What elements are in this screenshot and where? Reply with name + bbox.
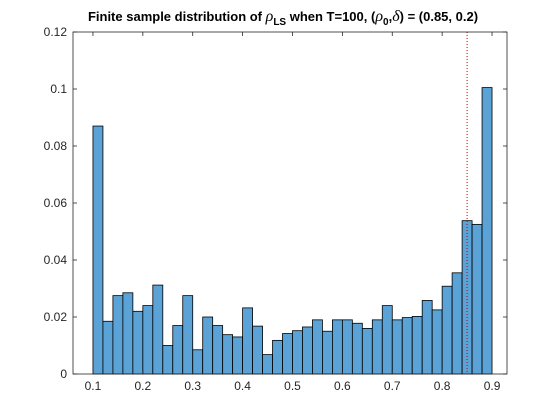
histogram-bar [152,284,164,375]
y-tick-label: 0.08 [44,139,68,153]
histogram-bars [92,87,493,375]
histogram-bar [451,272,463,375]
histogram-bar [471,223,483,375]
histogram-bar [351,322,363,375]
histogram-bar [431,309,443,375]
x-tick-label: 0.9 [484,379,501,393]
histogram-bar [242,307,253,375]
histogram-bar [272,339,283,375]
x-tick-label: 0.3 [184,379,201,393]
histogram-bar [162,345,174,375]
y-tick-label: 0 [60,367,67,381]
histogram-bar [441,285,453,375]
y-tick-label: 0.06 [44,196,68,210]
x-tick-label: 0.7 [384,379,401,393]
title-estimator-symbol: ρ [265,8,274,25]
title-param2-symbol: δ [392,8,400,25]
histogram-bar [461,220,473,375]
histogram-bar [302,326,313,375]
histogram-bar [371,319,383,375]
histogram-bar [421,300,433,375]
histogram-bar [411,316,423,375]
histogram-bar [361,327,373,375]
y-tick-label: 0.1 [50,82,67,96]
x-tick-label: 0.8 [434,379,451,393]
histogram-bar [282,333,293,375]
histogram-bar [262,354,273,375]
title-param1-subscript: 0 [383,17,389,28]
histogram-bar [232,336,244,375]
histogram-bar [481,87,493,375]
histogram-bar [292,330,303,375]
histogram-bar [192,349,204,375]
histogram-bar [391,319,403,375]
histogram-bar [212,325,224,375]
histogram-bar [112,295,124,375]
x-tick-label: 0.2 [134,379,151,393]
histogram-bar [132,310,144,375]
histogram-bar [332,319,343,375]
title-suffix: ) = (0.85, 0.2) [400,9,478,24]
x-tick-label: 0.1 [85,379,102,393]
x-tick-label: 0.4 [234,379,251,393]
y-tick-label: 0.04 [44,253,68,267]
histogram-bar [142,305,154,375]
histogram-bar [182,295,194,375]
histogram-bar [322,330,333,375]
title-param1-symbol: ρ [374,8,383,25]
title-prefix: Finite sample distribution of [88,9,266,24]
title-middle: when T=100, ( [286,9,376,24]
chart-title: Finite sample distribution of ρLS when T… [88,8,478,28]
x-tick-label: 0.5 [284,379,301,393]
histogram-bar [381,305,393,375]
histogram-bar [252,325,263,375]
histogram-bar [341,319,353,375]
histogram-bar [222,334,234,375]
x-tick-label: 0.6 [334,379,351,393]
title-estimator-subscript: LS [273,17,286,28]
y-tick-label: 0.02 [44,310,68,324]
x-axis-ticks: 0.1 0.2 0.3 0.4 0.5 0.6 0.7 0.8 0.9 [85,32,501,393]
histogram-bar [202,316,214,375]
histogram-bar [312,319,323,375]
histogram-bar [401,317,413,375]
histogram-bar [92,125,104,375]
y-tick-label: 0.12 [44,25,68,39]
histogram-bar [172,325,184,375]
title-comma: , [389,9,393,24]
histogram-bar [102,320,114,375]
y-axis-ticks: 0 0.02 0.04 0.06 0.08 0.1 0.12 [44,25,507,381]
histogram-bar [122,292,134,375]
